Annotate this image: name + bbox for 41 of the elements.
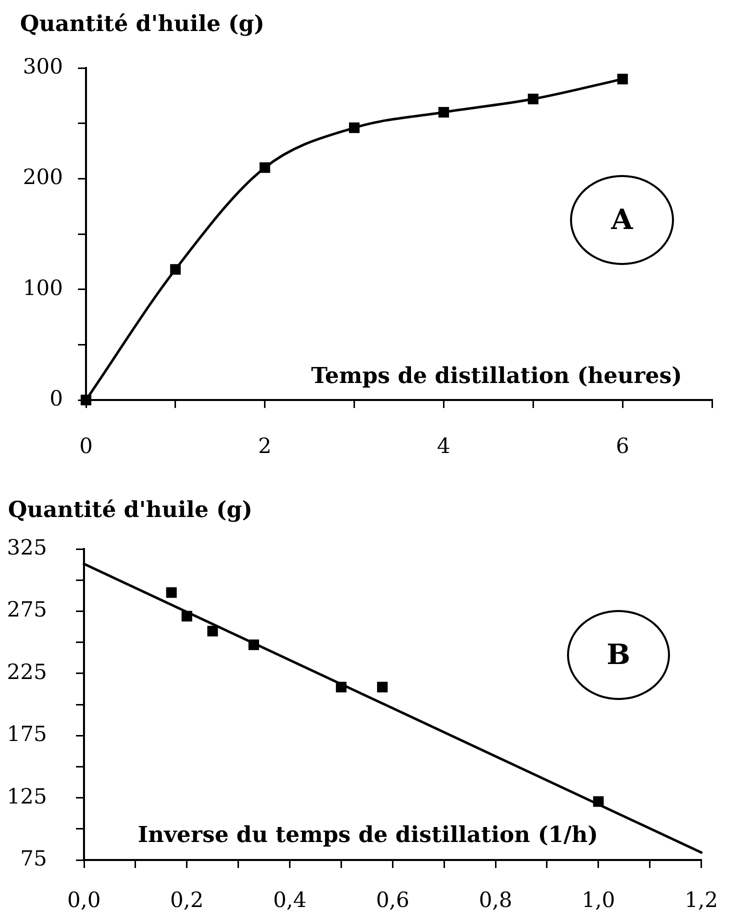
x-tick-label: 0,2 <box>170 888 204 910</box>
x-tick-label: 4 <box>437 434 450 458</box>
y-tick-label: 275 <box>6 598 47 622</box>
annotation: A <box>611 203 633 236</box>
x-axis-title: Inverse du temps de distillation (1/h) <box>138 822 598 848</box>
point <box>170 264 181 275</box>
x-tick-label: 0,6 <box>376 888 410 910</box>
y-tick-label: 100 <box>22 276 63 300</box>
x-tick-label: 0,0 <box>67 888 101 910</box>
point <box>260 162 270 173</box>
y-tick-label: 300 <box>22 54 63 78</box>
point <box>336 682 347 692</box>
point <box>348 122 360 134</box>
x-tick-label: 0 <box>79 434 93 458</box>
y-tick-label: 225 <box>6 660 47 684</box>
y-tick-label: 200 <box>22 165 63 190</box>
y-tick-label: 175 <box>6 722 47 746</box>
x-tick-label: 1,2 <box>684 888 718 910</box>
x-tick-label: 1,0 <box>582 888 616 910</box>
point <box>617 74 628 84</box>
x-tick-label: 6 <box>616 434 630 458</box>
point <box>166 587 177 598</box>
y-tick-label: 325 <box>6 535 47 560</box>
point <box>528 94 538 104</box>
point <box>248 639 260 650</box>
y-axis-title: Quantité d'huile (g) <box>20 11 264 37</box>
y-tick-label: 0 <box>50 386 63 410</box>
x-axis-title: Temps de distillation (heures) <box>311 363 682 389</box>
y-tick-label: 125 <box>6 784 47 808</box>
point <box>593 796 604 807</box>
annotation: B <box>606 638 630 671</box>
y-axis-title: Quantité d'huile (g) <box>8 497 252 523</box>
y-tick-label: 75 <box>20 846 47 870</box>
point <box>377 682 388 692</box>
point <box>438 106 450 118</box>
point <box>182 610 192 622</box>
x-tick-label: 2 <box>258 434 272 458</box>
point <box>207 626 218 636</box>
x-tick-label: 0,8 <box>478 888 512 910</box>
point <box>80 394 92 406</box>
x-tick-label: 0,4 <box>273 888 306 910</box>
